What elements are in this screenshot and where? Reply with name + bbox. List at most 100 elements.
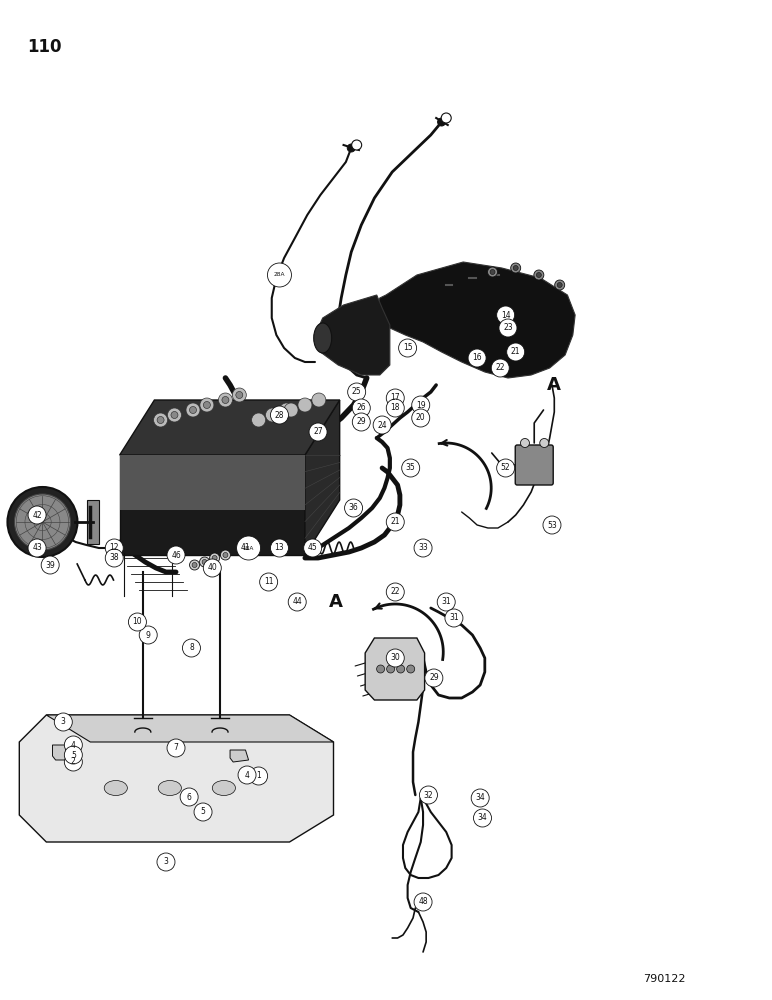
Text: 18: 18 xyxy=(391,403,400,412)
Text: 110: 110 xyxy=(27,38,62,56)
Text: 790122: 790122 xyxy=(642,974,686,984)
Circle shape xyxy=(203,559,222,577)
Text: 14: 14 xyxy=(501,310,510,320)
Circle shape xyxy=(425,669,443,687)
Circle shape xyxy=(499,319,517,337)
Text: 42: 42 xyxy=(32,510,42,520)
Circle shape xyxy=(401,459,420,477)
Circle shape xyxy=(386,399,405,417)
Text: 25: 25 xyxy=(352,387,361,396)
Circle shape xyxy=(167,739,185,757)
Circle shape xyxy=(442,113,451,123)
Circle shape xyxy=(557,282,562,288)
Circle shape xyxy=(437,593,455,611)
Text: 36: 36 xyxy=(349,504,358,512)
Circle shape xyxy=(236,539,255,557)
Polygon shape xyxy=(315,295,390,375)
Text: 4: 4 xyxy=(245,770,249,780)
Text: 27: 27 xyxy=(313,428,323,436)
Circle shape xyxy=(266,408,279,422)
Text: 28: 28 xyxy=(275,410,284,420)
Text: 28A: 28A xyxy=(274,272,285,277)
Text: 6: 6 xyxy=(187,792,191,802)
Text: 15: 15 xyxy=(403,344,412,353)
Circle shape xyxy=(210,553,219,563)
Text: 33: 33 xyxy=(418,544,428,552)
Circle shape xyxy=(496,459,515,477)
Text: 31: 31 xyxy=(449,613,459,622)
Circle shape xyxy=(414,893,432,911)
Polygon shape xyxy=(365,638,425,700)
Circle shape xyxy=(28,539,46,557)
Text: 43: 43 xyxy=(32,544,42,552)
Text: 39: 39 xyxy=(46,560,55,570)
Circle shape xyxy=(397,665,405,673)
Circle shape xyxy=(212,556,217,560)
Ellipse shape xyxy=(313,323,332,353)
Circle shape xyxy=(284,403,298,417)
Polygon shape xyxy=(19,715,334,842)
Text: 13: 13 xyxy=(275,544,284,552)
Circle shape xyxy=(279,403,293,417)
Text: 12: 12 xyxy=(110,544,119,552)
Circle shape xyxy=(438,118,445,126)
Bar xyxy=(120,455,305,510)
Circle shape xyxy=(468,349,486,367)
Circle shape xyxy=(167,546,185,564)
Text: 30: 30 xyxy=(391,654,400,662)
Text: 32: 32 xyxy=(424,790,433,800)
Circle shape xyxy=(203,401,211,408)
Circle shape xyxy=(386,649,405,667)
Polygon shape xyxy=(120,400,340,455)
Circle shape xyxy=(540,438,549,448)
Text: A: A xyxy=(329,593,343,611)
Text: 40: 40 xyxy=(208,564,217,572)
Circle shape xyxy=(352,413,371,431)
Circle shape xyxy=(236,536,261,560)
Circle shape xyxy=(200,398,214,412)
Circle shape xyxy=(534,270,543,280)
Circle shape xyxy=(555,280,564,290)
Circle shape xyxy=(182,639,201,657)
Circle shape xyxy=(386,583,405,601)
Circle shape xyxy=(200,557,209,567)
Circle shape xyxy=(490,269,495,274)
Circle shape xyxy=(105,539,124,557)
Text: 26: 26 xyxy=(357,403,366,412)
Circle shape xyxy=(312,393,326,407)
Circle shape xyxy=(537,272,541,277)
Circle shape xyxy=(186,403,200,417)
Circle shape xyxy=(344,499,363,517)
Text: 4: 4 xyxy=(71,740,76,750)
Text: 8: 8 xyxy=(189,644,194,652)
Polygon shape xyxy=(52,745,66,760)
Circle shape xyxy=(513,265,518,270)
Text: 17: 17 xyxy=(391,393,400,402)
Circle shape xyxy=(411,409,430,427)
Circle shape xyxy=(249,767,268,785)
Circle shape xyxy=(222,396,229,403)
Text: 31: 31 xyxy=(442,597,451,606)
Text: 38: 38 xyxy=(110,554,119,562)
Text: 10: 10 xyxy=(133,617,142,626)
Circle shape xyxy=(347,383,366,401)
Text: 35: 35 xyxy=(406,464,415,473)
Text: 45: 45 xyxy=(308,544,317,552)
Polygon shape xyxy=(377,262,575,378)
Circle shape xyxy=(386,389,405,407)
Text: 52: 52 xyxy=(501,464,510,473)
Ellipse shape xyxy=(158,780,181,796)
Circle shape xyxy=(445,609,463,627)
Text: 1: 1 xyxy=(256,772,261,780)
Circle shape xyxy=(298,398,312,412)
Circle shape xyxy=(64,746,83,764)
Circle shape xyxy=(496,306,515,324)
Polygon shape xyxy=(120,455,305,555)
Circle shape xyxy=(8,487,77,557)
Circle shape xyxy=(398,339,417,357)
Circle shape xyxy=(352,399,371,417)
Circle shape xyxy=(488,267,497,277)
Text: 3: 3 xyxy=(61,718,66,726)
Text: 7: 7 xyxy=(174,744,178,752)
Circle shape xyxy=(180,788,198,806)
